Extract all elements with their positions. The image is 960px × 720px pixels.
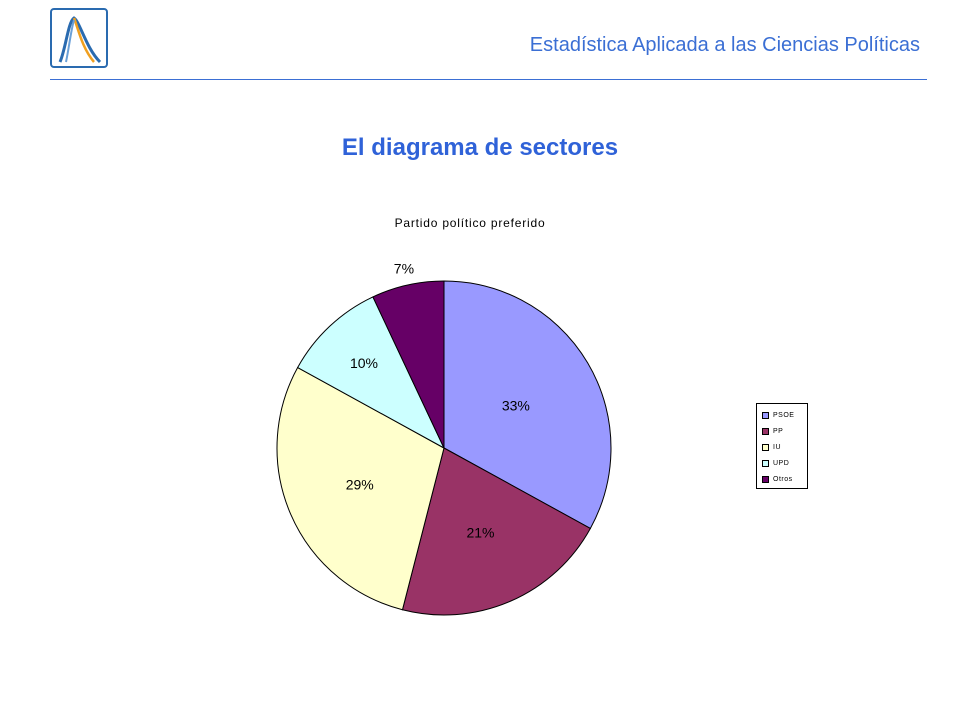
legend-item-upd: UPD [757,455,807,471]
header-title: Estadística Aplicada a las Ciencias Polí… [529,34,920,56]
legend-label: IU [773,443,781,451]
slice-label-upd: 10% [350,355,378,371]
legend-item-iu: IU [757,439,807,455]
legend-label: PP [773,427,784,435]
legend-item-otros: Otros [757,471,807,487]
slice-label-otros: 7% [394,261,414,277]
legend-label: PSOE [773,411,795,419]
slice-label-pp: 21% [466,524,494,540]
chart-title: Partido político preferido [395,216,546,230]
pie-slice-pp [401,447,592,616]
slide-title: El diagrama de sectores [341,134,619,161]
logo [50,8,108,68]
pie-slice-upd [296,296,446,450]
legend-swatch [762,427,769,435]
header-divider [50,79,927,80]
legend-swatch [762,475,769,483]
pie-slice-psoe [443,280,612,530]
legend-label: Otros [773,475,793,483]
legend-item-psoe: PSOE [757,407,807,423]
slice-label-iu: 29% [346,476,374,492]
pie-slice-otros [372,280,445,449]
legend-swatch [762,443,769,451]
legend-label: UPD [773,459,790,467]
legend-swatch [762,459,769,467]
legend-item-pp: PP [757,423,807,439]
chart-legend: PSOE PP IU UPD Otros [756,403,808,489]
legend-swatch [762,411,769,419]
pie-slice-iu [276,366,445,611]
slice-label-psoe: 33% [502,397,530,413]
